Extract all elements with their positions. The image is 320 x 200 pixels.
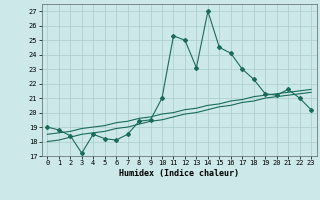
X-axis label: Humidex (Indice chaleur): Humidex (Indice chaleur): [119, 169, 239, 178]
